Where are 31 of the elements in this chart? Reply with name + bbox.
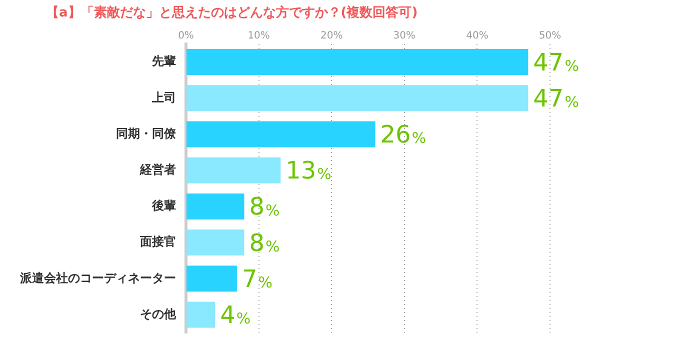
- bar: [186, 49, 528, 76]
- data-label: 47%: [533, 48, 579, 76]
- x-tick-label: 30%: [393, 30, 416, 42]
- bar: [186, 157, 281, 184]
- x-tick-label: 20%: [320, 30, 343, 42]
- data-label: 26%: [380, 120, 426, 148]
- y-tick-label: 先輩: [151, 54, 176, 68]
- bar: [186, 121, 376, 148]
- data-label: 13%: [286, 156, 332, 185]
- y-tick-label: 同期・同僚: [116, 126, 177, 140]
- x-tick-label: 0%: [178, 30, 194, 42]
- bar: [186, 230, 244, 256]
- y-tick-label: 後輩: [151, 198, 176, 213]
- bar: [186, 302, 216, 328]
- y-tick-label: 経営者: [139, 162, 176, 176]
- bar: [186, 193, 244, 220]
- data-label: 4%: [220, 300, 251, 329]
- y-tick-label: その他: [140, 306, 177, 321]
- data-label: 8%: [249, 192, 280, 221]
- y-tick-label: 上司: [151, 90, 176, 104]
- x-tick-label: 50%: [538, 30, 562, 42]
- data-label: 47%: [533, 84, 579, 112]
- x-tick-label: 40%: [466, 30, 488, 42]
- chart-title: 【a】「素敵だな」と思えたのはどんな方ですか？(複数回答可): [46, 4, 418, 20]
- data-label: 7%: [242, 264, 272, 293]
- data-label: 8%: [249, 228, 280, 257]
- bar: [186, 85, 528, 112]
- y-tick-label: 面接官: [139, 234, 176, 249]
- y-tick-label: 派遣会社のコーディネーター: [19, 270, 176, 285]
- x-tick-label: 10%: [248, 30, 270, 42]
- bar: [186, 266, 237, 292]
